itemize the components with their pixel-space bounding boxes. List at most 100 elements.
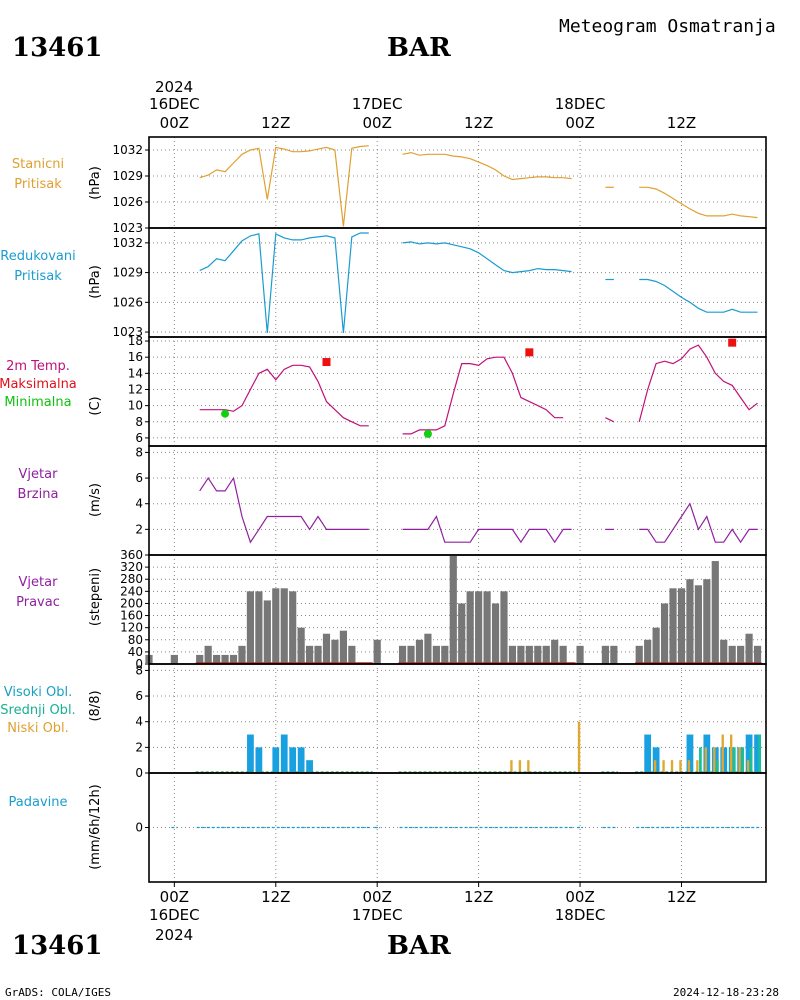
wind-dir-bar <box>280 588 288 664</box>
panel-label: Pravac <box>16 595 60 610</box>
unit-label: (hPa) <box>88 265 103 299</box>
wind-dir-bar <box>339 630 347 664</box>
low-cloud-bar <box>679 760 682 773</box>
y-tick-label: 280 <box>120 572 143 586</box>
y-tick-label: 18 <box>128 334 143 348</box>
min-temp-marker <box>221 409 230 418</box>
wind-dir-bar <box>737 645 745 664</box>
y-tick-label: 1023 <box>112 325 143 339</box>
wind-dir-bar <box>728 645 736 664</box>
y-tick-label: 120 <box>120 621 143 635</box>
high-cloud-bar <box>255 747 263 773</box>
bottom-hour-label: 12Z <box>667 888 696 906</box>
panel-reduced_pressure: 1023 1026 1029 1032 Redukovani Pritisak (hPa) <box>0 227 767 339</box>
series-line <box>639 186 758 219</box>
max-temp-marker <box>728 338 737 347</box>
panel-clouds: 0 2 4 6 8 Visoki Obl. Srednji Obl. Niski Obl. (8… <box>0 663 767 780</box>
low-cloud-bar <box>653 760 657 773</box>
top-hour-label: 12Z <box>667 114 696 132</box>
wind-dir-bar <box>348 645 356 664</box>
wind-dir-bar <box>542 645 550 664</box>
unit-label: (hPa) <box>88 166 103 200</box>
low-cloud-bar <box>510 760 513 773</box>
station-id-bottom: 13461 <box>12 931 102 961</box>
wind-dir-bar <box>610 645 618 664</box>
wind-dir-bar <box>635 645 643 664</box>
wind-dir-bar <box>407 645 415 664</box>
wind-dir-bar <box>703 579 711 664</box>
low-cloud-bar <box>662 760 665 773</box>
panel-label: Stanicni <box>12 157 64 172</box>
middle-cloud-bar <box>732 747 736 773</box>
y-tick-label: 10 <box>128 399 143 413</box>
middle-cloud-bar <box>741 747 745 773</box>
y-tick-label: 40 <box>128 645 143 659</box>
panel-precip: 0 Padavine (mm/6h/12h) <box>9 772 767 883</box>
bottom-hour-label: 12Z <box>464 888 493 906</box>
panel-label: Minimalna <box>4 395 71 410</box>
panel-wind_speed: 2 4 6 8 Vjetar Brzina (m/s) <box>18 445 767 556</box>
panel-station_pressure: 1023 1026 1029 1032 Stanicni Pritisak (hPa) <box>12 136 767 235</box>
high-cloud-bar <box>754 734 761 773</box>
footer-timestamp: 2024-12-18-23:28 <box>673 986 779 999</box>
wind-dir-bar <box>432 645 440 664</box>
panel-label: Brzina <box>18 487 59 502</box>
panel-label: Visoki Obl. <box>4 685 72 700</box>
max-temp-marker <box>525 348 534 357</box>
series-line <box>638 344 758 422</box>
high-cloud-bar <box>686 734 694 773</box>
y-tick-label: 6 <box>135 431 143 445</box>
high-cloud-bar <box>297 747 305 773</box>
wind-dir-bar <box>221 654 229 664</box>
top-hour-label: 00Z <box>363 114 392 132</box>
min-temp-marker <box>423 429 432 438</box>
y-tick-label: 0 <box>135 821 143 835</box>
wind-dir-bar <box>745 633 753 664</box>
high-cloud-bar <box>745 734 753 773</box>
y-tick-label: 2 <box>135 740 143 754</box>
bottom-hour-label: 00Z <box>565 888 594 906</box>
y-tick-label: 320 <box>120 560 143 574</box>
series-line <box>402 515 572 544</box>
wind-dir-bar <box>458 603 466 664</box>
wind-dir-bar <box>475 591 483 664</box>
wind-dir-bar <box>415 639 424 664</box>
panel-label: Vjetar <box>19 467 59 482</box>
wind-dir-bar <box>753 645 762 664</box>
high-cloud-bar <box>280 734 288 773</box>
wind-dir-bar <box>483 591 491 664</box>
panel-label: Niski Obl. <box>7 721 69 736</box>
top-date-label: 18DEC <box>555 95 606 113</box>
bottom-hour-label: 00Z <box>363 888 392 906</box>
max-temp-marker <box>322 358 331 367</box>
panel-label: 2m Temp. <box>6 359 70 374</box>
wind-dir-bar <box>517 645 525 664</box>
high-cloud-bar <box>289 747 297 773</box>
middle-cloud-bar <box>749 747 753 773</box>
wind-dir-bar <box>677 588 686 664</box>
y-tick-label: 4 <box>135 715 143 729</box>
wind-dir-bar <box>491 603 500 664</box>
y-tick-label: 12 <box>128 382 143 396</box>
y-tick-label: 16 <box>128 350 143 364</box>
bottom-date-label: 18DEC <box>555 906 606 924</box>
unit-label: (stepeni) <box>88 568 103 626</box>
wind-dir-bar <box>263 600 271 664</box>
low-cloud-bar <box>738 747 741 773</box>
low-cloud-bar <box>704 747 708 773</box>
middle-cloud-bar <box>715 760 719 773</box>
top-year-label: 2024 <box>155 78 193 96</box>
wind-dir-bar <box>246 591 255 664</box>
y-tick-label: 14 <box>128 366 143 380</box>
wind-dir-bar <box>534 645 542 664</box>
y-tick-label: 6 <box>135 471 143 485</box>
wind-dir-bar <box>305 645 314 664</box>
bottom-hour-label: 12Z <box>261 888 290 906</box>
y-tick-label: 1026 <box>112 295 143 309</box>
y-tick-label: 360 <box>120 548 143 562</box>
panel-label: Pritisak <box>14 177 62 192</box>
panel-label: Padavine <box>9 795 68 810</box>
low-cloud-bar <box>527 760 530 773</box>
wind-dir-bar <box>525 645 533 664</box>
